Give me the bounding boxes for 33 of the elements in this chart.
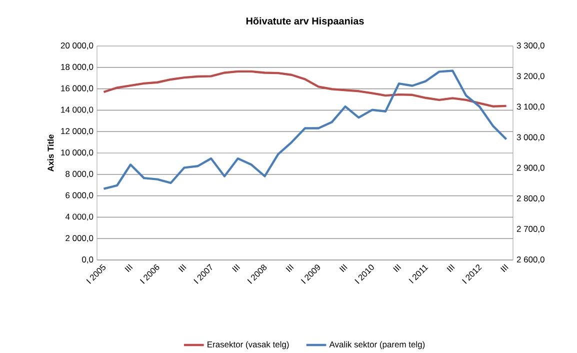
y-tick-label: 0,0 [82, 256, 94, 264]
y-tick-label: 20 000,0 [60, 42, 94, 50]
y2-tick-label: 3 300,0 [516, 42, 544, 50]
y-tick-label: 14 000,0 [61, 106, 94, 114]
y2-tick-label: 3 200,0 [516, 73, 544, 80]
x-tick-label: III [500, 264, 508, 272]
y2-tick-label: 2 800,0 [516, 195, 544, 202]
x-tick-label: III [393, 264, 402, 272]
y2-tick-label: 3 100,0 [516, 104, 544, 111]
x-tick-label: III [232, 264, 240, 272]
y-tick-label: 8 000,0 [66, 170, 94, 178]
y2-tick-label: 2 900,0 [516, 164, 544, 172]
y2-tick-label: 2 600,0 [516, 256, 544, 264]
legend-label: Erasektor (vasak telg) [208, 341, 289, 350]
y-tick-label: 18 000,0 [61, 64, 94, 71]
y-tick-label: 10 000,0 [61, 150, 94, 157]
y-tick-label: 12 000,0 [61, 128, 94, 136]
x-tick-label: III [339, 264, 348, 272]
x-tick-label: III [178, 264, 186, 272]
y-tick-label: 16 000,0 [61, 85, 94, 92]
y-axis-title: Axis Title [47, 134, 54, 172]
y-tick-label: 6 000,0 [66, 192, 94, 200]
y-tick-label: 4 000,0 [65, 214, 94, 221]
y2-tick-label: 3 000,0 [516, 134, 544, 142]
legend-label: Avalik sektor (parem telg) [329, 341, 425, 350]
line-series [102, 70, 508, 190]
x-tick-label: III [446, 264, 455, 272]
chart-title: Hõivatute arv Hispaanias [246, 17, 364, 27]
x-tick-label: III [124, 264, 133, 272]
x-tick-label: III [286, 264, 294, 272]
y2-tick-label: 2 700,0 [516, 226, 544, 233]
y-tick-label: 2 000,0 [66, 235, 94, 242]
line-series [102, 70, 508, 108]
